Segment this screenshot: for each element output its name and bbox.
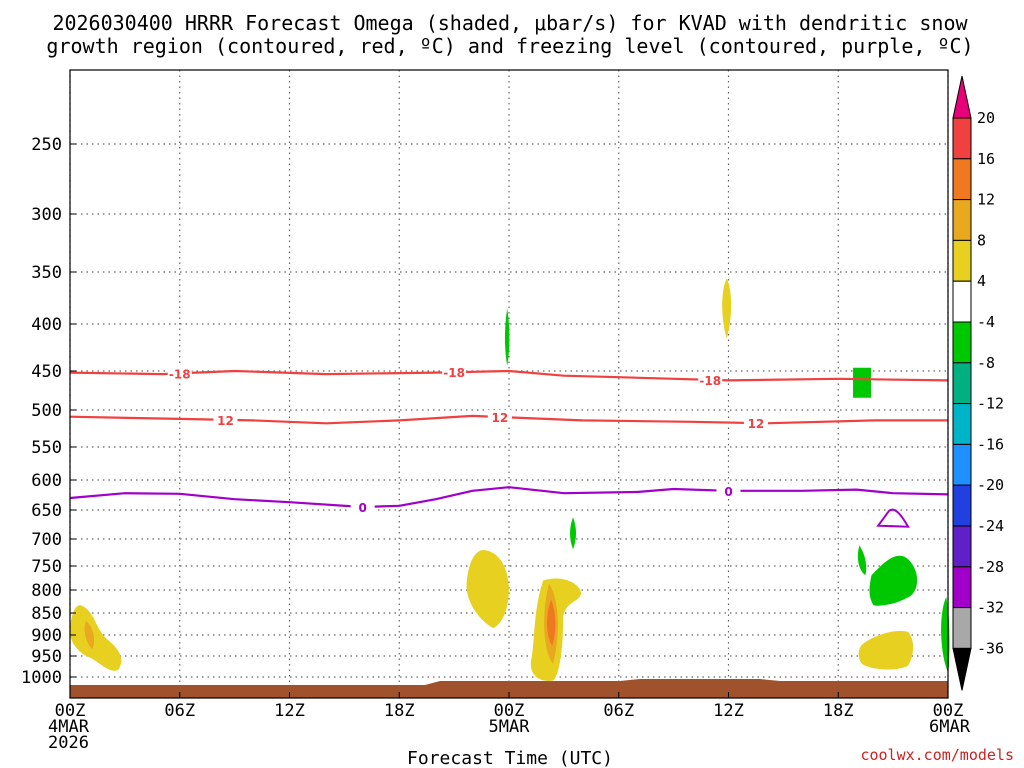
colorbar-seg-11: [953, 526, 971, 567]
y-tick-label-450: 450: [31, 362, 62, 382]
y-tick-label-850: 850: [31, 604, 62, 624]
colorbar-label-0: 20: [977, 109, 995, 127]
y-tick-label-400: 400: [31, 315, 62, 335]
y-tick-label-750: 750: [31, 557, 62, 577]
x-tick-label-24-1: 5MAR: [489, 717, 531, 737]
colorbar-label-11: -28: [977, 558, 1004, 576]
colorbar-label-5: -4: [977, 313, 995, 331]
y-tick-label-650: 650: [31, 501, 62, 521]
colorbar-seg-1: [953, 118, 971, 159]
contour-label-minus12-2: 12: [748, 417, 765, 431]
x-tick-label-0-2: 2026: [48, 733, 89, 753]
colorbar-seg-8: [953, 404, 971, 445]
y-axis-ticks: 2503003504004505005506006507007508008509…: [21, 135, 76, 688]
colorbar-label-10: -24: [977, 517, 1004, 535]
colorbar-label-4: 4: [977, 272, 986, 290]
colorbar-seg-13: [953, 608, 971, 649]
colorbar-seg-12: [953, 567, 971, 608]
y-tick-label-550: 550: [31, 438, 62, 458]
colorbar-label-12: -32: [977, 599, 1004, 617]
x-tick-label-48-1: 6MAR: [929, 717, 971, 737]
time-height-chart: 2026030400 HRRR Forecast Omega (shaded, …: [0, 0, 1024, 768]
y-tick-label-800: 800: [31, 581, 62, 601]
colorbar-label-1: 16: [977, 150, 995, 168]
x-tick-label-18-0: 18Z: [384, 701, 415, 721]
contour-label-minus18-1: -18: [443, 366, 465, 380]
colorbar-label-9: -20: [977, 476, 1004, 494]
y-tick-label-600: 600: [31, 471, 62, 491]
y-tick-label-500: 500: [31, 401, 62, 421]
x-tick-label-42-0: 18Z: [823, 701, 854, 721]
colorbar-arrow-top: [953, 76, 971, 118]
contour-label-zero-0: 0: [358, 501, 366, 515]
y-tick-label-700: 700: [31, 530, 62, 550]
colorbar-seg-3: [953, 200, 971, 241]
x-tick-label-36-0: 12Z: [713, 701, 744, 721]
colorbar-label-6: -8: [977, 354, 995, 372]
colorbar-arrow-bottom: [953, 648, 971, 690]
y-tick-label-900: 900: [31, 626, 62, 646]
contour-label-zero-1: 0: [724, 485, 732, 499]
colorbar-label-2: 12: [977, 191, 995, 209]
y-tick-label-350: 350: [31, 263, 62, 283]
y-tick-label-1000: 1000: [21, 668, 62, 688]
colorbar-label-7: -12: [977, 395, 1004, 413]
colorbar-seg-5: [953, 281, 971, 322]
x-tick-label-12-0: 12Z: [274, 701, 305, 721]
colorbar-label-3: 8: [977, 231, 986, 249]
shade-downdraft-b: [853, 368, 871, 398]
contour-label-minus18-0: -18: [169, 367, 191, 381]
y-tick-label-300: 300: [31, 205, 62, 225]
colorbar: 20 16 12 8 4 -4 -8 -12 -16 -20 -24 -28 -32 -36: [953, 76, 1004, 690]
colorbar-seg-10: [953, 485, 971, 526]
x-tick-label-30-0: 06Z: [603, 701, 634, 721]
colorbar-seg-9: [953, 444, 971, 485]
contour-label-minus12-1: 12: [492, 411, 509, 425]
colorbar-seg-7: [953, 363, 971, 404]
colorbar-label-8: -16: [977, 435, 1004, 453]
colorbar-seg-4: [953, 240, 971, 281]
chart-title-line2: growth region (contoured, red, ºC) and f…: [46, 34, 973, 58]
x-axis-label: Forecast Time (UTC): [407, 748, 613, 768]
y-tick-label-250: 250: [31, 135, 62, 155]
colorbar-label-13: -36: [977, 639, 1004, 657]
contour-label-minus18-2: -18: [699, 374, 721, 388]
colorbar-seg-2: [953, 159, 971, 200]
y-tick-label-950: 950: [31, 647, 62, 667]
credit-text: coolwx.com/models: [860, 746, 1014, 764]
contour-label-minus12-0: 12: [217, 414, 234, 428]
x-tick-label-6-0: 06Z: [164, 701, 195, 721]
chart-title-line1: 2026030400 HRRR Forecast Omega (shaded, …: [52, 11, 968, 35]
colorbar-seg-6: [953, 322, 971, 363]
